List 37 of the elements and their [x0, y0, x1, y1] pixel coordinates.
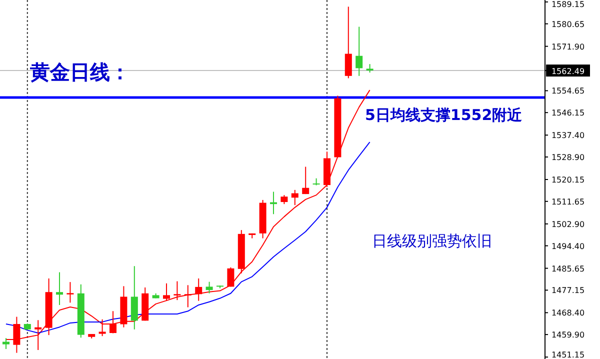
candlestick [110, 310, 116, 334]
y-tick-label: 1528.90 [551, 152, 585, 162]
y-tick-label: 1511.65 [551, 197, 585, 206]
text: 黄金日线： [29, 60, 130, 84]
candlestick [356, 26, 363, 76]
annotation: 5日均线支撑1552附近 [365, 106, 524, 124]
y-tick-label: 1589.15 [551, 0, 585, 9]
y-tick-label: 1537.40 [551, 131, 585, 140]
y-tick-label: 1580.65 [551, 20, 585, 29]
candlestick [66, 282, 74, 304]
y-tick-label: 1546.15 [551, 108, 585, 118]
y-tick-label: 1562.49 [551, 67, 585, 76]
y-tick-label: 1477.15 [551, 286, 585, 296]
y-tick-label: 1571.90 [551, 42, 585, 52]
candlestick [2, 338, 10, 350]
candlestick [291, 189, 298, 206]
y-tick-label: 1494.40 [551, 242, 585, 251]
candlestick [195, 278, 202, 302]
y-tick-label: 1485.65 [551, 264, 585, 274]
candlestick [174, 280, 181, 301]
y-tick-label: 1459.90 [551, 330, 585, 340]
y-tick-label: 1451.15 [551, 350, 585, 359]
candlestick [98, 318, 106, 337]
candlestick [163, 282, 170, 302]
y-tick-label: 1502.90 [551, 220, 585, 229]
candlestick [344, 6, 352, 79]
candlestick [280, 194, 288, 205]
y-tick-label: 1468.40 [551, 308, 585, 318]
candlestick [302, 166, 310, 195]
candlestick [227, 266, 234, 288]
candlestick [56, 272, 63, 306]
candlestick [130, 266, 138, 330]
y-tick-label: 1554.65 [551, 86, 585, 96]
annotation: 日线级别强势依旧 [372, 232, 492, 250]
candlestick [206, 281, 213, 294]
y-tick-label: 1520.15 [551, 176, 585, 184]
candlestick [184, 284, 192, 308]
